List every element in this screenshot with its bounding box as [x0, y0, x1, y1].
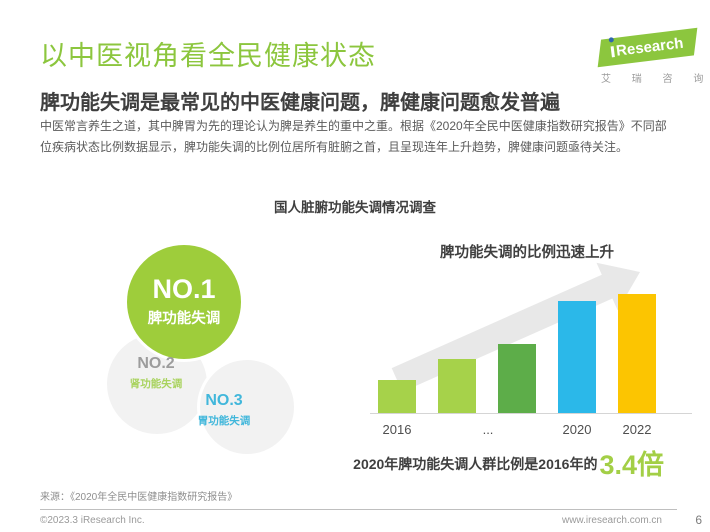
page-title: 以中医视角看全民健康状态: [40, 41, 376, 71]
source-note: 来源：《2020年全民中医健康指数研究报告》: [40, 492, 238, 503]
footer-divider: [40, 509, 677, 510]
page-number: 6: [695, 513, 702, 527]
chart-title: 脾功能失调的比例迅速上升: [440, 245, 614, 261]
bar-2: [438, 359, 476, 413]
x-label-1: 2016: [382, 422, 412, 437]
rank1-label: 脾功能失调: [147, 311, 221, 327]
x-axis-line: [370, 413, 692, 414]
website-url: www.iresearch.com.cn: [561, 515, 662, 526]
x-label-2: ...: [482, 422, 494, 437]
rank3-label: 胃功能失调: [197, 414, 251, 427]
rank1-circle: NO.1 脾功能失调: [124, 242, 244, 362]
annotation-highlight: 3.4倍: [599, 450, 664, 481]
logo-i-dot-icon: [608, 37, 615, 43]
chart-annotation: 2020年脾功能失调人群比例是2016年的 3.4倍: [353, 450, 664, 481]
bar-3: [498, 344, 536, 413]
bar-1: [378, 380, 416, 413]
slide-subtitle: 脾功能失调是最常见的中医健康问题，脾健康问题愈发普遍: [40, 92, 560, 114]
bar-chart: [370, 258, 692, 414]
bar-4: [558, 301, 596, 413]
bar-5: [618, 294, 656, 413]
logo-subtext: 艾 瑞 咨 询: [601, 74, 710, 85]
rank3-circle: [197, 357, 297, 457]
x-label-4: 2022: [622, 422, 652, 437]
annotation-text: 2020年脾功能失调人群比例是2016年的: [353, 456, 598, 472]
body-paragraph: 中医常言养生之道，其中脾胃为先的理论认为脾是养生的重中之重。根据《2020年全民…: [40, 119, 667, 154]
copyright-text: ©2023.3 iResearch Inc.: [40, 515, 145, 526]
rank2-label: 肾功能失调: [129, 377, 183, 390]
figure-title: 国人脏腑功能失调情况调查: [274, 200, 436, 215]
rank3-text: NO.3 胃功能失调: [174, 392, 274, 428]
logo-brand-text: Research: [615, 34, 685, 60]
x-axis-labels: 2016... 2020 2022: [378, 422, 676, 438]
rank1-number: NO.1: [152, 274, 216, 304]
logo-inner: Research: [608, 34, 685, 61]
rank3-number: NO.3: [205, 392, 243, 409]
logo-i-glyph: [608, 37, 616, 58]
x-label-3: 2020: [562, 422, 592, 437]
iresearch-logo: Research: [597, 27, 698, 68]
rank2-text: NO.2 肾功能失调: [106, 355, 206, 391]
rank2-number: NO.2: [137, 355, 175, 372]
